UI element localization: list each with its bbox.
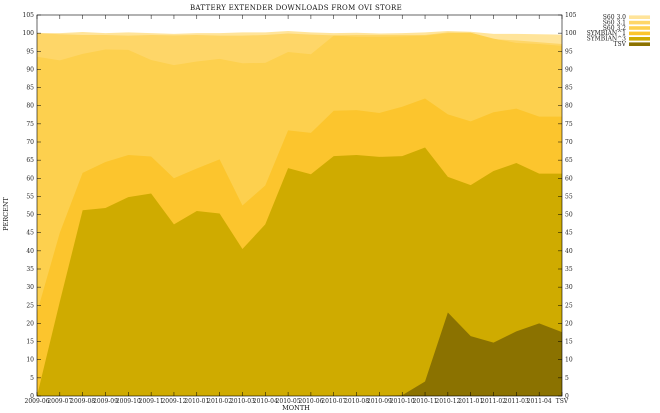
y-tick-label-left: 45: [26, 230, 34, 237]
y-tick-label-right: 50: [565, 212, 573, 219]
y-tick-label-left: 10: [26, 357, 34, 364]
x-tick-label: 2009-11: [139, 398, 164, 405]
legend-swatch: [629, 37, 650, 41]
legend-swatch: [629, 26, 650, 30]
x-tick-label: 2011-02: [481, 398, 506, 405]
y-tick-label-right: 35: [565, 266, 573, 273]
y-tick-label-left: 40: [26, 248, 34, 255]
x-tick-label: 2010-10: [390, 398, 415, 405]
x-tick-label: 2009-06: [25, 398, 50, 405]
legend-label: TSV: [614, 41, 627, 48]
y-tick-label-right: 70: [565, 139, 573, 146]
y-tick-label-right: 10: [565, 357, 573, 364]
y-tick-label-right: 100: [565, 30, 577, 37]
y-tick-label-right: 20: [565, 320, 573, 327]
y-tick-label-right: 40: [565, 248, 573, 255]
y-tick-label-left: 0: [30, 393, 34, 400]
y-tick-label-left: 25: [26, 302, 34, 309]
y-tick-label-left: 20: [26, 320, 34, 327]
area-tsv: [37, 312, 562, 396]
x-tick-label: 2010-02: [207, 398, 232, 405]
stacked-areas: [37, 30, 562, 397]
x-tick-label: 2009-09: [93, 398, 118, 405]
y-tick-label-right: 95: [565, 48, 573, 55]
y-tick-label-right: 25: [565, 302, 573, 309]
x-tick-label: 2009-08: [70, 398, 95, 405]
x-tick-label: 2010-03: [230, 398, 255, 405]
y-tick-label-left: 30: [26, 284, 34, 291]
plot-frame: [36, 14, 563, 397]
y-tick-label-right: 85: [565, 85, 573, 92]
y-tick-label-left: 5: [30, 375, 34, 382]
y-tick-label-left: 55: [26, 193, 34, 200]
x-tick-label: 2011-04: [527, 398, 552, 405]
x-tick-label: 2010-12: [435, 398, 460, 405]
y-tick-label-right: 80: [565, 103, 573, 110]
x-tick-label: 2010-06: [298, 398, 323, 405]
y-tick-label-left: 95: [26, 48, 34, 55]
y-tick-label-left: 105: [23, 12, 35, 19]
y-tick-label-left: 60: [26, 175, 34, 182]
legend-swatch: [629, 20, 650, 25]
y-tick-label-left: 90: [26, 66, 34, 73]
x-tick-label: TSV: [556, 398, 569, 405]
y-tick-label-right: 65: [565, 157, 573, 164]
y-tick-label-left: 35: [26, 266, 34, 273]
x-tick-label: 2009-10: [116, 398, 141, 405]
legend-label: SYMBIAN^1: [587, 30, 626, 37]
legend-swatch: [629, 15, 650, 19]
y-tick-label-left: 75: [26, 121, 34, 128]
x-tick-label: 2011-01: [458, 398, 483, 405]
y-tick-label-right: 5: [565, 375, 569, 382]
y-tick-label-left: 50: [26, 212, 34, 219]
x-tick-label: 2011-03: [504, 398, 529, 405]
y-tick-label-right: 55: [565, 193, 573, 200]
x-tick-label: 2010-08: [344, 398, 369, 405]
y-tick-label-right: 45: [565, 230, 573, 237]
y-axis-label: PERCENT: [2, 196, 10, 230]
x-tick-label: 2010-09: [367, 398, 392, 405]
y-tick-label-right: 75: [565, 121, 573, 128]
y-tick-label-right: 15: [565, 339, 573, 346]
y-tick-label-left: 15: [26, 339, 34, 346]
y-tick-label-right: 105: [565, 12, 577, 19]
area-symbian-3: [37, 147, 562, 396]
y-tick-label-right: 0: [565, 393, 569, 400]
legend-label: S60 3.1: [603, 19, 626, 26]
x-tick-label: 2010-11: [413, 398, 438, 405]
y-tick-label-right: 90: [565, 66, 573, 73]
x-axis-label: MONTH: [282, 404, 310, 412]
x-tick-label: 2010-04: [253, 398, 278, 405]
x-tick-label: 2010-07: [321, 398, 346, 405]
y-tick-label-right: 60: [565, 175, 573, 182]
x-tick-label: 2009-12: [161, 398, 186, 405]
y-tick-label-left: 80: [26, 103, 34, 110]
x-tick-label: 2010-05: [276, 398, 301, 405]
legend-label: SYMBIAN^3: [587, 36, 627, 43]
x-tick-label: 2009-07: [47, 398, 72, 405]
x-tick-label: 2010-01: [184, 398, 209, 405]
legend-swatch: [629, 31, 650, 36]
legend-label: S60 3.2: [603, 25, 626, 32]
legend-label: S60 3.0: [603, 14, 626, 21]
chart-title: BATTERY EXTENDER DOWNLOADS FROM OVI STOR…: [190, 4, 402, 12]
y-tick-label-right: 30: [565, 284, 573, 291]
y-tick-label-left: 70: [26, 139, 34, 146]
legend-swatch: [629, 42, 650, 46]
y-tick-label-left: 85: [26, 85, 34, 92]
y-tick-label-left: 65: [26, 157, 34, 164]
y-tick-label-left: 100: [23, 30, 35, 37]
